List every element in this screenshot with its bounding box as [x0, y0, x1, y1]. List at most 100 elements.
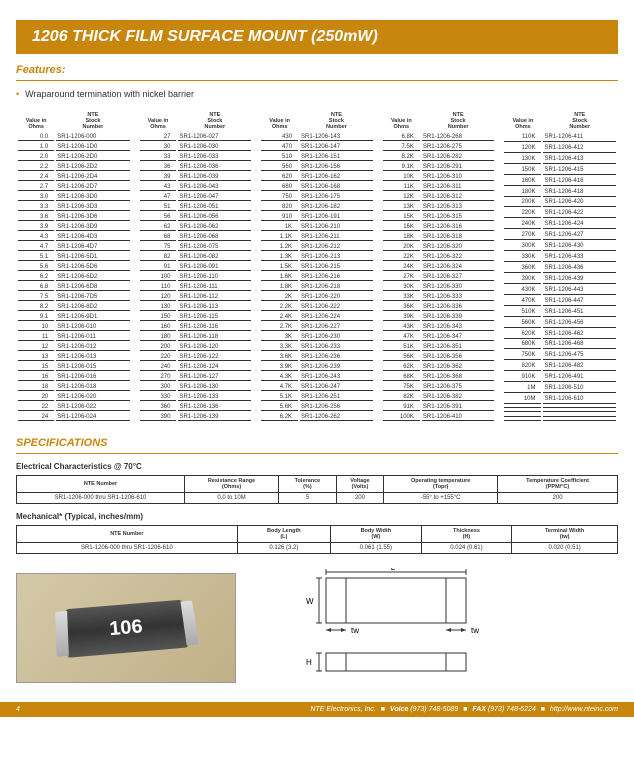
table-cell: 30K	[383, 283, 420, 291]
table-cell: SR1-1206-356	[422, 353, 494, 361]
table-cell: SR1-1206-233	[300, 343, 373, 351]
table-cell: SR1-1206-182	[300, 203, 373, 211]
table-cell: SR1-1206-020	[56, 393, 129, 401]
table-row: 5.1KSR1-1206-251	[261, 393, 373, 401]
table-cell: 22K	[383, 253, 420, 261]
table-row: 33KSR1-1206-333	[383, 293, 495, 301]
table-row: 390SR1-1206-139	[140, 413, 252, 421]
table-row: 3.6KSR1-1206-236	[261, 353, 373, 361]
col-header: Value inOhms	[261, 111, 298, 131]
table-cell: SR1-1206-382	[422, 393, 494, 401]
table-cell: 51K	[383, 343, 420, 351]
table-cell: SR1-1206-330	[422, 283, 494, 291]
table-cell: SR1-1206-610	[543, 395, 615, 404]
table-row	[504, 419, 616, 421]
table-cell: 4.3K	[261, 373, 298, 381]
table-cell: 560	[261, 163, 298, 171]
table-cell: 430	[261, 133, 298, 141]
table-cell: SR1-1206-268	[422, 133, 494, 141]
spec-header: Tolerance(%)	[279, 476, 337, 493]
table-cell: 1.6K	[261, 273, 298, 281]
table-cell: 910K	[504, 373, 541, 382]
table-cell: 470	[261, 143, 298, 151]
chip-body: 106	[65, 600, 189, 658]
table-cell: 75	[140, 243, 177, 251]
table-cell: 20	[18, 393, 54, 401]
table-cell: SR1-1206-036	[178, 163, 251, 171]
electrical-subheading: Electrical Characteristics @ 70°C	[16, 462, 618, 471]
spec-header: NTE Number	[17, 476, 185, 493]
table-cell: 39K	[383, 313, 420, 321]
table-cell: 2.2K	[261, 303, 298, 311]
table-cell: 24K	[383, 263, 420, 271]
table-cell: SR1-1206-062	[178, 223, 251, 231]
table-cell: 390	[140, 413, 177, 421]
spec-cell: 0.024 (0.61)	[421, 543, 512, 554]
table-row: 390KSR1-1206-439	[504, 275, 616, 284]
table-cell: SR1-1206-430	[543, 242, 615, 251]
spec-header: Voltage(Volts)	[336, 476, 383, 493]
table-row: 3.6SR1-1206-3D6	[18, 213, 130, 221]
table-cell: SR1-1206-418	[543, 188, 615, 197]
table-row: 39KSR1-1206-339	[383, 313, 495, 321]
table-cell: 3.9K	[261, 363, 298, 371]
table-row: 620SR1-1206-162	[261, 173, 373, 181]
mechanical-subheading: Mechanical* (Typical, inches/mm)	[16, 512, 618, 521]
table-cell: 15	[18, 363, 54, 371]
spec-cell: 200	[498, 493, 618, 504]
table-row: 5.6KSR1-1206-256	[261, 403, 373, 411]
table-cell: 360K	[504, 264, 541, 273]
table-cell: 2.7K	[261, 323, 298, 331]
spec-cell: 0.126 (3.2)	[237, 543, 330, 554]
table-cell: 3.6	[18, 213, 54, 221]
table-cell: 33K	[383, 293, 420, 301]
table-cell: SR1-1206-118	[178, 333, 251, 341]
table-row: 12SR1-1206-012	[18, 343, 130, 351]
table-cell: SR1-1206-013	[56, 353, 129, 361]
table-row: 9.1SR1-1206-9D1	[18, 313, 130, 321]
table-row: 51SR1-1206-051	[140, 203, 252, 211]
table-cell: SR1-1206-262	[300, 413, 373, 421]
table-cell: SR1-1206-130	[178, 383, 251, 391]
table-cell: 6.8	[18, 283, 54, 291]
table-cell: 5.6	[18, 263, 54, 271]
table-cell: SR1-1206-212	[300, 243, 373, 251]
table-row: 91SR1-1206-091	[140, 263, 252, 271]
col-header: NTEStockNumber	[422, 111, 494, 131]
table-cell: 6.8K	[383, 133, 420, 141]
table-cell: SR1-1206-136	[178, 403, 251, 411]
table-cell: SR1-1206-439	[543, 275, 615, 284]
table-row: 11SR1-1206-011	[18, 333, 130, 341]
table-cell: 180	[140, 333, 177, 341]
table-row: 2.7KSR1-1206-227	[261, 323, 373, 331]
table-row: 6.2KSR1-1206-262	[261, 413, 373, 421]
table-cell: 100	[140, 273, 177, 281]
table-cell: SR1-1206-039	[178, 173, 251, 181]
table-row: 120SR1-1206-112	[140, 293, 252, 301]
table-cell: SR1-1206-218	[300, 283, 373, 291]
table-row: 2.2SR1-1206-2D2	[18, 163, 130, 171]
table-row: 47SR1-1206-047	[140, 193, 252, 201]
table-cell: 130	[140, 303, 177, 311]
table-cell: SR1-1206-015	[56, 363, 129, 371]
table-cell: SR1-1206-210	[300, 223, 373, 231]
table-row: 43SR1-1206-043	[140, 183, 252, 191]
table-cell: 9.1K	[383, 163, 420, 171]
resistor-column-3: Value inOhmsNTEStockNumber6.8KSR1-1206-2…	[381, 109, 497, 423]
table-cell	[543, 419, 615, 421]
footer: 4 NTE Electronics, Inc. ■ Voice (973) 74…	[0, 702, 634, 717]
table-cell: SR1-1206-127	[178, 373, 251, 381]
table-cell: 1K	[261, 223, 298, 231]
table-cell: SR1-1206-047	[178, 193, 251, 201]
bullet-icon: ■	[381, 706, 385, 713]
table-cell: SR1-1206-022	[56, 403, 129, 411]
bullet-icon: ■	[463, 706, 467, 713]
feature-text: Wraparound termination with nickel barri…	[25, 89, 194, 99]
table-cell: SR1-1206-318	[422, 233, 494, 241]
table-cell: SR1-1206-116	[178, 323, 251, 331]
voice-number: (973) 748-5089	[410, 706, 458, 713]
page-title-bar: 1206 THICK FILM SURFACE MOUNT (250mW)	[16, 20, 618, 54]
table-cell: SR1-1206-115	[178, 313, 251, 321]
table-cell: SR1-1206-2D2	[56, 163, 129, 171]
table-cell: SR1-1206-447	[543, 297, 615, 306]
